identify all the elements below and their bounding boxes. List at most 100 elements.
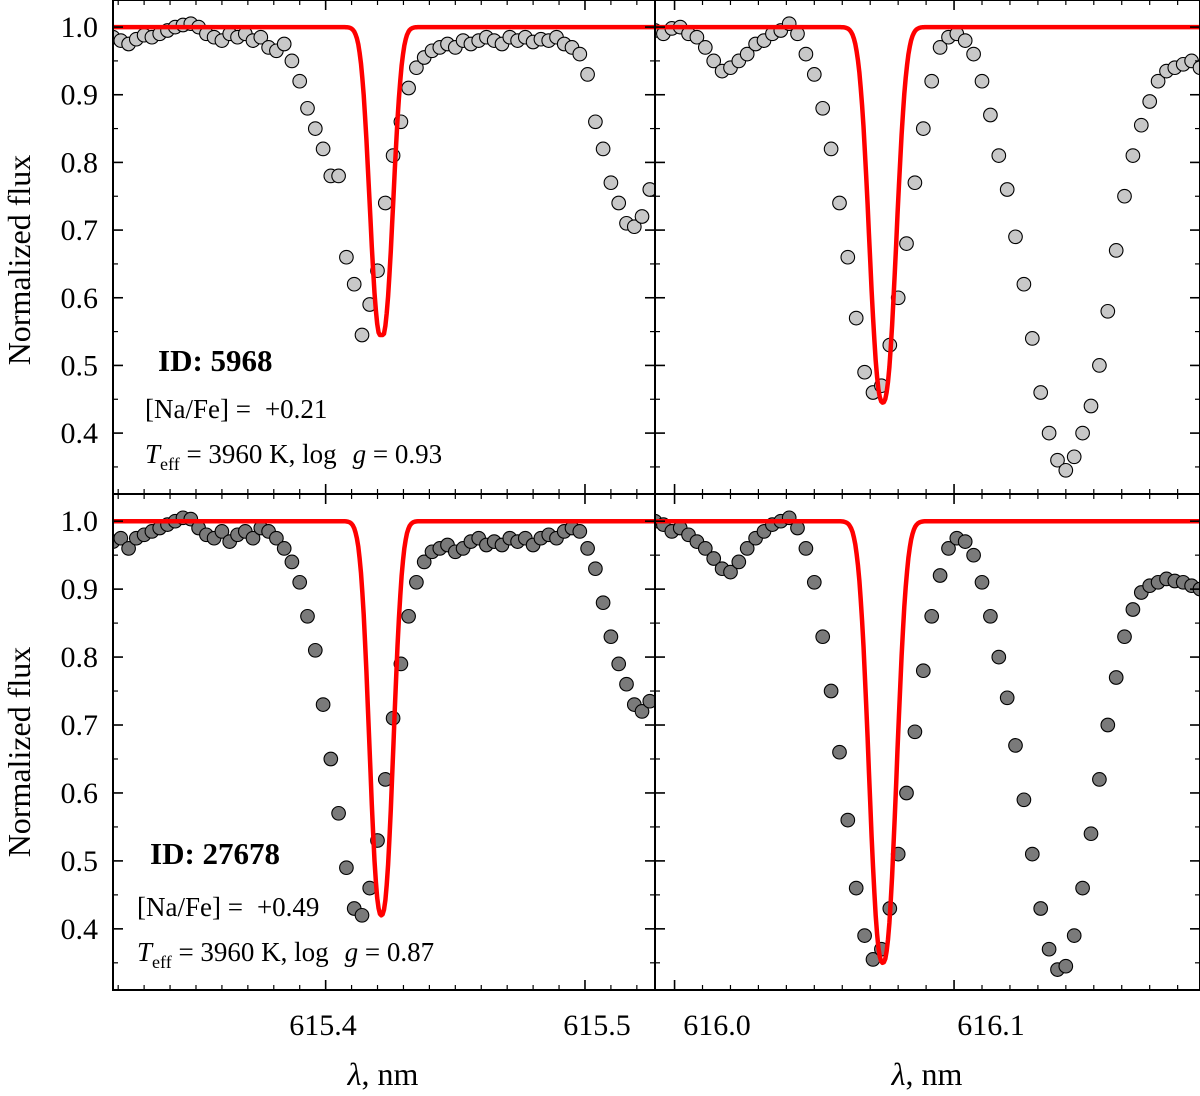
observed-point [999, 182, 1015, 197]
observed-point [806, 574, 822, 590]
xlabel-left-unit: , nm [361, 1056, 418, 1092]
observed-point [611, 656, 627, 672]
teff-symbol-bottom: T [137, 937, 154, 967]
nafe-value-bottom: +0.49 [257, 892, 319, 922]
observed-point [300, 100, 315, 116]
observed-point [245, 530, 261, 546]
observed-point [1058, 462, 1074, 478]
observed-point [907, 175, 923, 191]
observed-point [739, 541, 755, 556]
xlabel-left: λ, nm [347, 1056, 419, 1092]
ylabel-bottom: Normalized flux [1, 647, 37, 858]
xlabel-right-symbol: λ [891, 1056, 906, 1092]
observed-point [966, 46, 981, 62]
observed-point [706, 53, 722, 69]
observed-point [121, 541, 136, 556]
observed-point [915, 121, 931, 136]
observed-point [1125, 602, 1141, 617]
logg-symbol-bottom: g [345, 937, 359, 967]
xtick-label-616-0: 616.0 [683, 1009, 751, 1042]
star-id-label-top: ID: 5968 [158, 343, 273, 378]
observed-point [307, 121, 323, 136]
xtick-label-615-5: 615.5 [563, 1009, 631, 1042]
logg-symbol-top: g [353, 439, 367, 469]
observed-point [1041, 425, 1057, 441]
observed-point [1092, 772, 1107, 787]
observed-point [588, 114, 603, 130]
observed-point [798, 541, 814, 556]
observed-point [974, 574, 990, 590]
observed-point [857, 928, 872, 943]
observed-point [1041, 941, 1057, 957]
observed-point [1108, 243, 1124, 258]
observed-point [941, 541, 956, 556]
observed-point [642, 693, 655, 709]
observed-point [315, 697, 331, 712]
observed-point [276, 541, 292, 556]
observed-point [932, 568, 948, 583]
ytick-label: 0.7 [61, 709, 99, 742]
observed-point [339, 860, 354, 876]
panel-top-right [654, 0, 1200, 495]
observed-point [315, 141, 331, 157]
ytick-label: 0.5 [61, 845, 99, 878]
ytick-label: 0.4 [61, 913, 99, 946]
ytick-labels-top: 0.4 0.5 0.6 0.7 0.8 0.9 1.0 [61, 11, 99, 450]
observed-point [595, 141, 611, 157]
ytick-label: 0.6 [61, 777, 99, 810]
observed-point [840, 812, 856, 828]
observed-point [307, 642, 323, 658]
observed-point [253, 29, 269, 45]
observed-point [214, 524, 230, 539]
observed-point [957, 33, 973, 48]
ytick-label: 0.4 [61, 417, 99, 450]
observed-point [1133, 117, 1149, 133]
observed-point [354, 907, 370, 923]
observed-point [1008, 738, 1023, 753]
xlabel-right: λ, nm [891, 1056, 963, 1092]
observed-point [642, 182, 655, 197]
ytick-label: 1.0 [61, 11, 99, 44]
observed-point [1024, 331, 1040, 346]
observed-point [991, 649, 1007, 665]
observed-point [1142, 94, 1158, 109]
observed-point [697, 40, 713, 55]
observed-point [603, 629, 619, 645]
panel-bottom-left [112, 493, 656, 991]
observed-point [588, 561, 603, 577]
observed-point [276, 36, 292, 52]
nafe-label-top: [Na/Fe] = +0.21 [145, 394, 327, 424]
observed-point [1117, 188, 1132, 204]
model-line [113, 24, 655, 338]
observed-point [377, 195, 393, 211]
observed-point [1092, 358, 1107, 373]
observed-point [932, 40, 948, 55]
observed-point [706, 551, 722, 566]
observed-point [1100, 303, 1116, 319]
ytick-label: 0.9 [61, 573, 99, 606]
observed-point [331, 805, 346, 821]
observed-point [1150, 73, 1166, 89]
panel-top-left [112, 0, 656, 495]
observed-point [1083, 398, 1099, 414]
star-id-label-bottom: ID: 27678 [150, 836, 280, 871]
ytick-labels-bottom: 0.4 0.5 0.6 0.7 0.8 0.9 1.0 [61, 505, 99, 946]
teff-logg-label-bottom: Teff = 3960 K, log g = 0.87 [137, 937, 434, 972]
observed-point [1083, 826, 1099, 842]
observed-point [832, 744, 847, 760]
teff-logg-label-top: Teff = 3960 K, log g = 0.93 [145, 439, 442, 474]
observed-point [815, 100, 831, 116]
observed-point [1108, 670, 1124, 685]
plot-area [655, 16, 1200, 478]
observed-point [354, 327, 370, 343]
observed-point [1016, 792, 1032, 808]
observed-point [401, 80, 416, 96]
observed-point [409, 574, 424, 590]
observed-point [907, 724, 923, 740]
observed-point [331, 168, 346, 184]
xlabel-left-symbol: λ [347, 1056, 362, 1092]
model-line [655, 24, 1200, 405]
observed-point [991, 148, 1007, 163]
observed-point [815, 629, 831, 645]
observed-point [580, 541, 595, 556]
